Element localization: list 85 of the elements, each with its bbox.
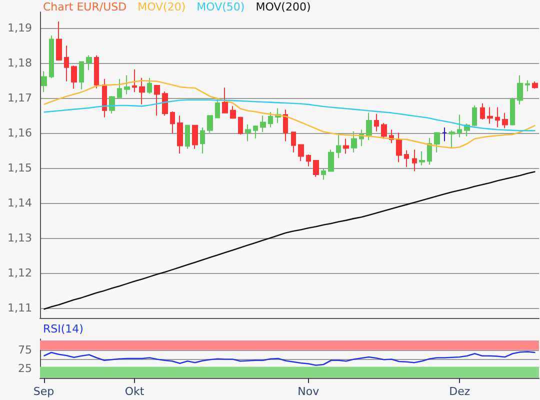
candlestick [41, 70, 47, 93]
candlestick [86, 54, 92, 71]
candlestick [351, 130, 357, 153]
candlestick [517, 74, 523, 105]
candlestick [49, 34, 54, 79]
y-tick-label: 1,16 [8, 126, 32, 140]
line-series [43, 171, 536, 310]
candlestick [238, 116, 243, 136]
candlestick [207, 115, 213, 134]
candlestick [306, 154, 311, 167]
candlestick [170, 110, 175, 134]
y-tick-label: 1,14 [8, 196, 32, 210]
candlestick [404, 150, 409, 168]
y-tick-label: 25 [18, 362, 32, 376]
candlestick [200, 127, 205, 154]
text: MOV(200) [256, 0, 311, 14]
candlestick [268, 112, 273, 128]
y-tick-label: 75 [18, 343, 32, 356]
candlestick [79, 61, 84, 90]
series-label: RSI(14) [43, 322, 84, 336]
candlestick [94, 54, 99, 89]
candlestick [449, 130, 455, 149]
candlestick [147, 77, 152, 94]
candlestick [253, 124, 258, 139]
candlestick [260, 115, 266, 133]
candlestick [117, 78, 122, 98]
x-tick-label: Sep [33, 385, 54, 398]
candlestick [510, 97, 515, 126]
y-tick-label: 1,18 [8, 56, 32, 70]
text: MOV(20) [138, 0, 186, 14]
candlestick [427, 138, 432, 166]
candlestick [132, 68, 137, 93]
candlestick [154, 84, 160, 116]
candlestick [374, 113, 379, 132]
candlestick [215, 98, 220, 118]
line-series [43, 351, 536, 366]
candlestick [532, 80, 538, 90]
candlestick [222, 87, 228, 114]
text: MOV(50) [196, 0, 245, 14]
candlestick [412, 149, 417, 172]
candlestick [56, 20, 62, 61]
candlestick [321, 168, 326, 180]
candlestick [177, 115, 183, 154]
candlestick [185, 124, 190, 150]
y-tick-label: 1,17 [8, 92, 32, 105]
candlestick [139, 77, 145, 105]
candlestick [64, 45, 69, 82]
candlestick [434, 132, 440, 153]
candlestick [480, 102, 485, 120]
candlestick [396, 132, 402, 163]
line-series [43, 80, 536, 148]
candlestick [495, 106, 500, 128]
candlestick [313, 160, 319, 178]
candlestick [162, 90, 168, 116]
candlestick [502, 112, 508, 129]
candlestick [442, 127, 447, 142]
candlestick [192, 124, 198, 150]
candlestick [283, 109, 288, 142]
y-tick-label: 1,11 [8, 302, 32, 315]
x-tick-label: Nov [298, 385, 320, 398]
line-series [43, 99, 536, 132]
candlestick [109, 96, 115, 114]
candlestick [328, 149, 334, 172]
x-tick-label: Okt [124, 385, 145, 398]
candlestick [366, 112, 372, 141]
candlestick [472, 104, 477, 127]
x-tick-label: Dez [449, 385, 470, 398]
candlestick [124, 74, 130, 95]
candlestick [381, 122, 387, 140]
candlestick [457, 114, 462, 138]
candlestick [525, 80, 530, 92]
candlestick [336, 134, 341, 158]
candlestick [230, 106, 236, 120]
y-tick-label: 1,15 [8, 162, 32, 175]
candlestick [245, 124, 251, 142]
candlestick [487, 106, 493, 124]
candlestick [71, 65, 77, 90]
y-tick-label: 1,13 [8, 232, 32, 245]
candlestick [419, 150, 425, 166]
y-tick-label: 1,12 [8, 266, 32, 280]
y-tick-label: 1,19 [8, 22, 32, 35]
candlestick [291, 132, 296, 153]
candlestick [298, 144, 304, 162]
text: Chart EUR/USD [43, 0, 127, 14]
candlestick [343, 138, 349, 154]
